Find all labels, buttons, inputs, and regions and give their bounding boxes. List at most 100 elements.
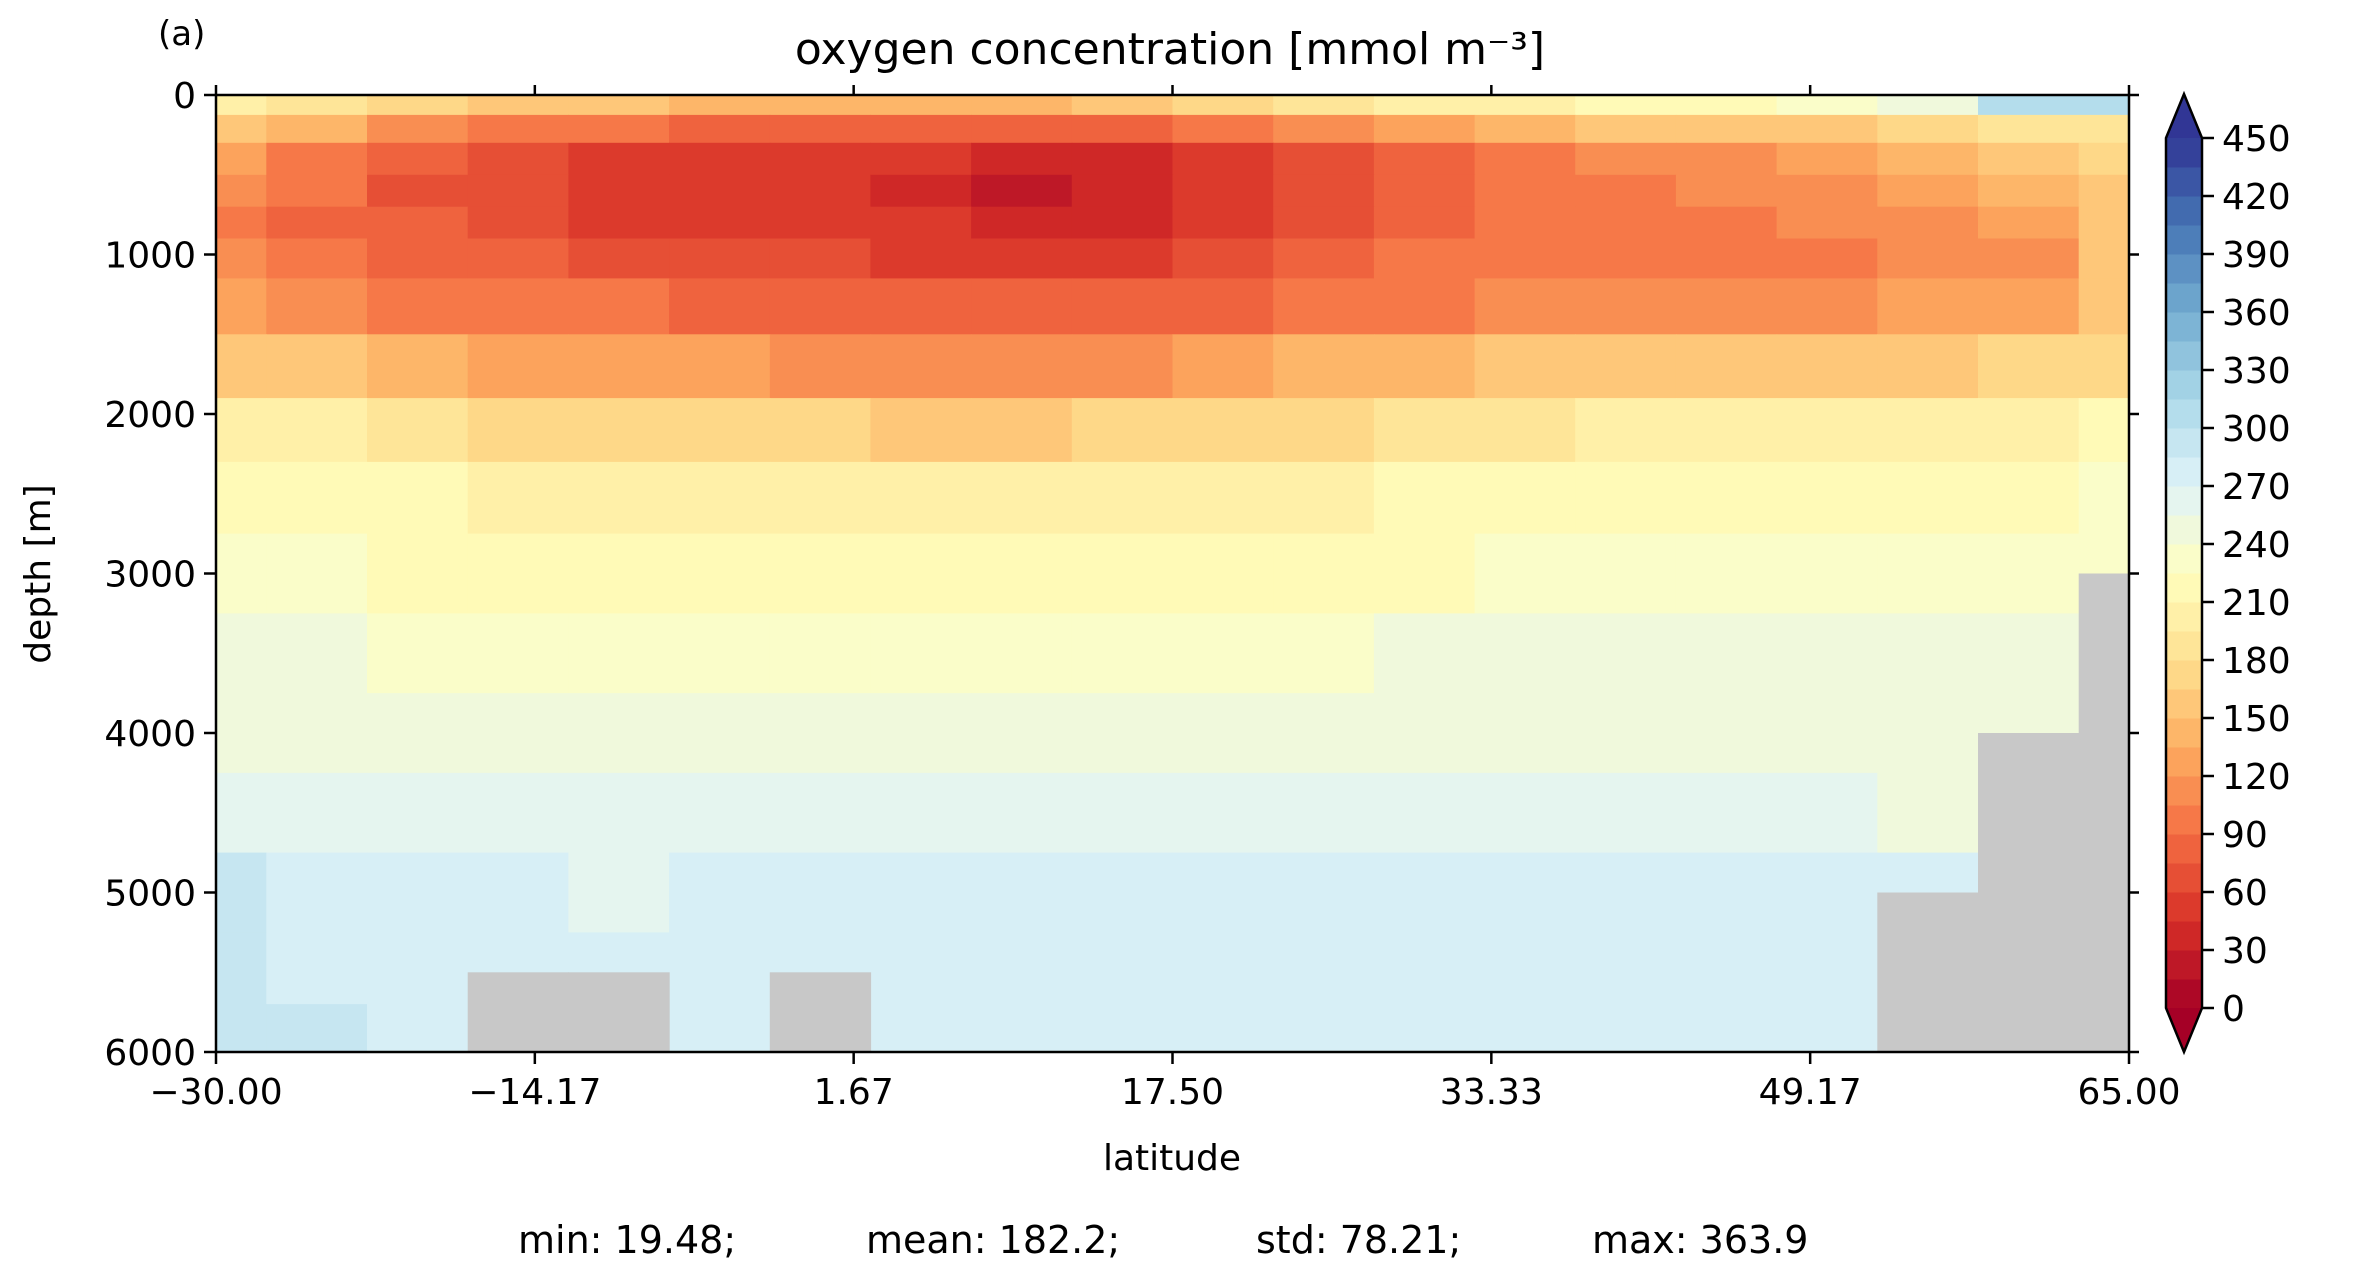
heatmap-cell [1474, 533, 1576, 614]
x-tick-label: −30.00 [149, 1072, 282, 1113]
heatmap-cell [1575, 95, 1677, 116]
heatmap-cell [216, 613, 267, 694]
heatmap-cell [266, 772, 368, 854]
x-tick-label: 65.00 [2077, 1072, 2180, 1113]
colorbar-segment [2166, 805, 2202, 835]
heatmap-cell [266, 278, 368, 335]
heatmap-cell [1978, 114, 2080, 144]
heatmap-cell [266, 142, 368, 176]
heatmap-cells [216, 95, 2130, 1053]
heatmap-cell [669, 95, 771, 116]
chart-title: oxygen concentration [mmol m⁻³] [795, 24, 1545, 75]
heatmap-cell [1474, 852, 1576, 933]
heatmap-cell [870, 95, 972, 116]
heatmap-cell [1474, 114, 1576, 144]
heatmap-cell [568, 613, 670, 694]
colorbar-tick-label: 330 [2222, 351, 2291, 392]
land-block [467, 972, 569, 1053]
heatmap-cell [266, 533, 368, 614]
colorbar-tick-label: 390 [2222, 235, 2291, 276]
heatmap-cell [870, 693, 972, 774]
land-mask [467, 573, 2130, 1053]
land-block [1978, 733, 2080, 1052]
heatmap-cell [367, 278, 469, 335]
panel-label: (a) [158, 14, 205, 54]
heatmap-cell [1978, 174, 2080, 208]
heatmap-cell [1575, 852, 1677, 933]
colorbar-segment [2166, 892, 2202, 922]
heatmap-cell [971, 398, 1073, 463]
heatmap-cell [1474, 142, 1576, 176]
colorbar-tick-label: 150 [2222, 699, 2291, 740]
heatmap-cell [971, 1004, 1073, 1053]
heatmap-cell [1474, 693, 1576, 774]
heatmap-cell [971, 693, 1073, 774]
heatmap-cell [1575, 932, 1677, 1005]
colorbar-segment [2166, 254, 2202, 284]
heatmap-cell [2078, 334, 2130, 399]
heatmap-cell [568, 334, 670, 399]
heatmap-cell [367, 95, 469, 116]
colorbar-segment [2166, 631, 2202, 661]
heatmap-cell [1273, 533, 1375, 614]
heatmap-cell [1273, 174, 1375, 208]
heatmap-cell [2078, 95, 2130, 116]
heatmap-cell [266, 238, 368, 279]
heatmap-cell [216, 398, 267, 463]
heatmap-cell [467, 772, 569, 854]
heatmap-cell [1071, 278, 1174, 335]
heatmap-cell [1172, 238, 1274, 279]
colorbar-segment [2166, 921, 2202, 951]
x-tick-label: 1.67 [814, 1072, 894, 1113]
colorbar-segment [2166, 776, 2202, 806]
heatmap-cell [1172, 693, 1274, 774]
heatmap-cell [1575, 1004, 1677, 1053]
y-tick-label: 0 [173, 76, 196, 117]
heatmap-cell [1273, 693, 1375, 774]
heatmap-cell [2078, 278, 2130, 335]
heatmap-cell [367, 461, 469, 535]
heatmap-cell [467, 398, 569, 463]
heatmap-cell [971, 174, 1073, 208]
heatmap-cell [769, 238, 872, 279]
heatmap-cell [367, 772, 469, 854]
heatmap-cell [266, 95, 368, 116]
heatmap-cell [467, 693, 569, 774]
colorbar-segment [2166, 399, 2202, 429]
heatmap-cell [1978, 95, 2080, 116]
heatmap-cell [971, 238, 1073, 279]
heatmap-cell [870, 142, 972, 176]
heatmap-cell [568, 852, 670, 933]
heatmap-cell [216, 95, 267, 116]
heatmap-cell [1273, 238, 1375, 279]
heatmap-cell [1373, 398, 1476, 463]
heatmap-cell [1071, 142, 1174, 176]
heatmap-cell [870, 174, 972, 208]
heatmap-cell [1071, 1004, 1174, 1053]
heatmap-cell [1877, 114, 1979, 144]
heatmap-cell [1575, 142, 1677, 176]
heatmap-cell [1273, 461, 1375, 535]
heatmap-cell [1776, 932, 1878, 1005]
heatmap-cell [467, 238, 569, 279]
y-tick-label: 6000 [104, 1033, 196, 1074]
heatmap-cell [1172, 772, 1274, 854]
heatmap-cell [1373, 114, 1476, 144]
heatmap-cell [971, 461, 1073, 535]
heatmap-cell [669, 206, 771, 240]
heatmap-cell [1172, 852, 1274, 933]
heatmap-cell [1776, 142, 1878, 176]
heatmap-cell [266, 206, 368, 240]
heatmap-cell [1474, 206, 1576, 240]
stat-max: max: 363.9 [1592, 1218, 1808, 1262]
heatmap-cell [1273, 206, 1375, 240]
heatmap-cell [2078, 142, 2130, 176]
heatmap-cell [216, 693, 267, 774]
heatmap-cell [568, 398, 670, 463]
colorbar-segment [2166, 486, 2202, 516]
heatmap-cell [1675, 398, 1778, 463]
heatmap-cell [1474, 1004, 1576, 1053]
heatmap-cell [1172, 278, 1274, 335]
heatmap-cell [1273, 278, 1375, 335]
heatmap-cell [1071, 174, 1174, 208]
